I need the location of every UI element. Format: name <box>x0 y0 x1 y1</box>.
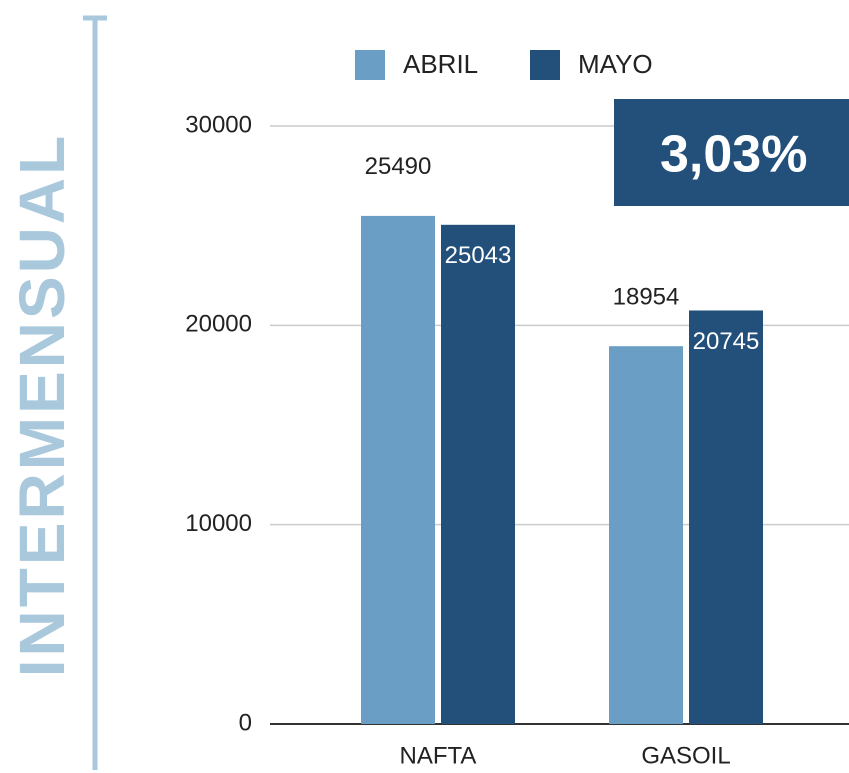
y-tick-label: 0 <box>239 709 252 736</box>
annotation-text: 3,03% <box>660 126 807 184</box>
legend-swatch <box>355 50 385 80</box>
x-tick-label: NAFTA <box>400 742 477 769</box>
y-tick-label: 20000 <box>185 311 252 338</box>
bar <box>689 310 763 724</box>
value-label: 25490 <box>365 153 432 180</box>
value-label: 20745 <box>693 328 760 355</box>
x-tick-label: GASOIL <box>641 742 730 769</box>
annotation-box <box>614 99 849 206</box>
legend-label: MAYO <box>578 49 653 79</box>
bar <box>609 346 683 724</box>
legend-label: ABRIL <box>403 49 478 79</box>
value-label: 25043 <box>445 242 512 269</box>
bar <box>441 224 515 724</box>
bar <box>361 215 435 724</box>
legend-swatch <box>530 50 560 80</box>
y-tick-label: 10000 <box>185 510 252 537</box>
value-label: 18954 <box>613 284 680 311</box>
side-label: INTERMENSUAL <box>6 133 78 677</box>
y-tick-label: 30000 <box>185 111 252 138</box>
